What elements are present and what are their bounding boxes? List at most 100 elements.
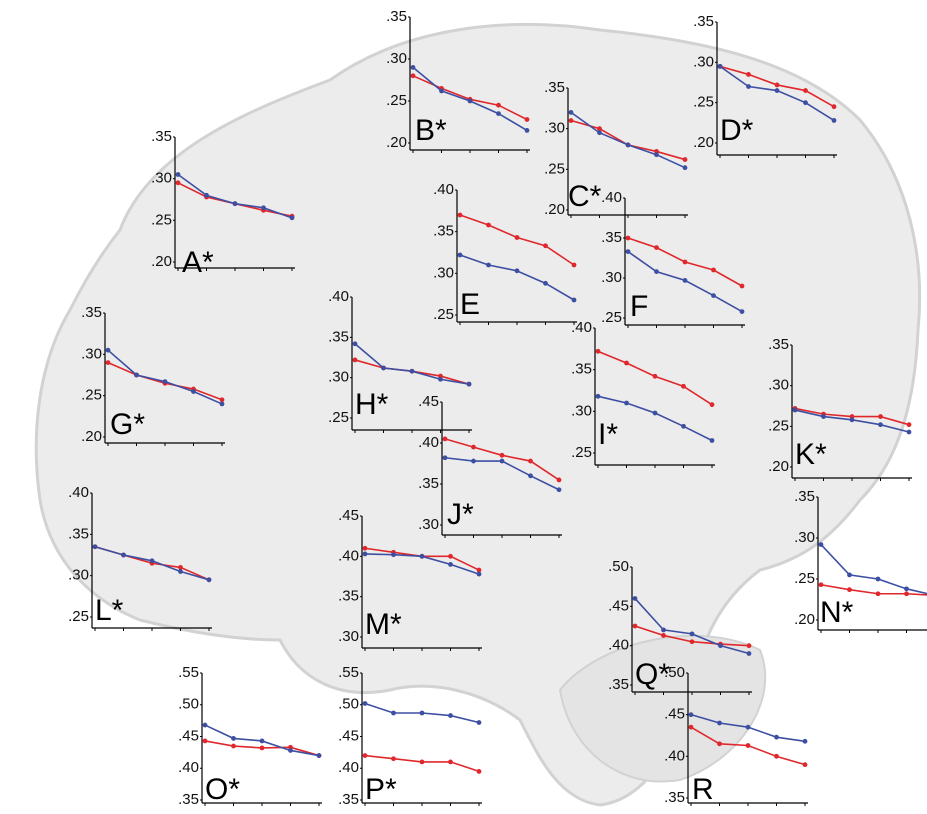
data-point — [163, 379, 168, 384]
y-tick-label: .45 — [178, 727, 199, 744]
data-point — [690, 631, 695, 636]
y-tick-label: .20 — [151, 253, 172, 270]
data-point — [486, 223, 491, 228]
data-point — [420, 760, 425, 765]
data-point — [847, 587, 852, 592]
data-point — [106, 360, 111, 365]
y-tick-label: .50 — [338, 696, 359, 713]
y-tick-label: .30 — [81, 345, 102, 362]
data-point — [774, 735, 779, 740]
data-point — [477, 720, 482, 725]
data-point — [150, 558, 155, 563]
data-point — [557, 487, 562, 492]
y-tick-label: .30 — [571, 402, 592, 419]
data-point — [626, 249, 631, 254]
data-point — [740, 309, 745, 314]
data-point — [458, 213, 463, 218]
data-point — [711, 268, 716, 273]
data-point — [203, 723, 208, 728]
data-point — [624, 401, 629, 406]
data-point — [231, 736, 236, 741]
data-point — [626, 236, 631, 241]
panel-label: N* — [820, 596, 854, 629]
data-point — [690, 639, 695, 644]
data-point — [689, 725, 694, 730]
data-point — [260, 739, 265, 744]
data-point — [203, 739, 208, 744]
data-point — [793, 408, 798, 413]
data-point — [467, 382, 472, 387]
data-point — [683, 157, 688, 162]
data-point — [654, 245, 659, 250]
data-point — [907, 430, 912, 435]
y-tick-label: .40 — [571, 319, 592, 336]
data-point — [681, 424, 686, 429]
y-tick-label: .50 — [608, 558, 629, 575]
data-point — [448, 760, 453, 765]
data-point — [654, 269, 659, 274]
data-point — [525, 128, 530, 133]
data-point — [689, 712, 694, 717]
figure: .35.30.25.20A*.35.30.25.20B*.35.30.25.20… — [0, 0, 927, 814]
y-tick-label: .30 — [601, 269, 622, 286]
data-point — [803, 739, 808, 744]
panel-label: D* — [720, 114, 754, 147]
data-point — [191, 389, 196, 394]
data-point — [353, 358, 358, 363]
data-point — [106, 348, 111, 353]
data-point — [178, 569, 183, 574]
y-tick-label: .40 — [338, 759, 359, 776]
data-point — [233, 201, 238, 206]
data-point — [654, 152, 659, 157]
y-tick-label: .35 — [418, 475, 439, 492]
data-point — [569, 110, 574, 115]
data-point — [907, 422, 912, 427]
y-tick-label: .40 — [433, 181, 454, 198]
data-point — [717, 741, 722, 746]
data-point — [803, 88, 808, 93]
data-point — [468, 99, 473, 104]
data-point — [443, 455, 448, 460]
y-tick-label: .30 — [151, 170, 172, 187]
y-tick-label: .35 — [768, 336, 789, 353]
y-tick-label: .35 — [386, 8, 407, 25]
y-tick-label: .35 — [81, 304, 102, 321]
panel-label: F — [630, 290, 648, 323]
data-point — [515, 235, 520, 240]
y-tick-label: .55 — [338, 664, 359, 681]
data-point — [381, 366, 386, 371]
y-tick-label: .35 — [433, 223, 454, 240]
y-tick-label: .25 — [571, 444, 592, 461]
y-tick-label: .35 — [328, 328, 349, 345]
data-point — [231, 744, 236, 749]
data-point — [543, 281, 548, 286]
data-point — [681, 384, 686, 389]
y-tick-label: .30 — [328, 369, 349, 386]
panel-label: L* — [95, 594, 124, 627]
data-point — [876, 577, 881, 582]
data-point — [740, 284, 745, 289]
y-tick-label: .40 — [328, 288, 349, 305]
y-tick-label: .35 — [544, 79, 565, 96]
data-point — [850, 417, 855, 422]
data-point — [261, 205, 266, 210]
y-tick-label: .25 — [433, 306, 454, 323]
data-point — [391, 711, 396, 716]
data-point — [500, 453, 505, 458]
y-tick-label: .40 — [418, 434, 439, 451]
data-point — [626, 143, 631, 148]
data-point — [178, 565, 183, 570]
data-point — [220, 402, 225, 407]
data-point — [596, 394, 601, 399]
y-tick-label: .50 — [178, 696, 199, 713]
data-point — [747, 643, 752, 648]
y-tick-label: .40 — [664, 747, 685, 764]
y-tick-label: .35 — [571, 361, 592, 378]
data-point — [718, 643, 723, 648]
data-point — [410, 369, 415, 374]
y-tick-label: .30 — [418, 516, 439, 533]
data-point — [411, 65, 416, 70]
data-point — [260, 746, 265, 751]
data-point — [363, 701, 368, 706]
